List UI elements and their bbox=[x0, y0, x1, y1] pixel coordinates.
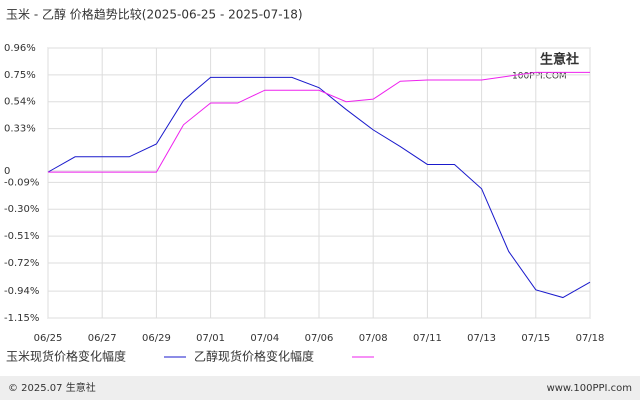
x-tick-label: 07/08 bbox=[359, 333, 388, 344]
footer-left: © 2025.07 生意社 bbox=[8, 381, 96, 394]
x-tick-label: 07/11 bbox=[413, 333, 442, 344]
series-line bbox=[47, 76, 591, 299]
x-tick-label: 06/25 bbox=[34, 333, 63, 344]
x-tick-label: 06/29 bbox=[142, 333, 171, 344]
legend-label: 玉米现货价格变化幅度 bbox=[6, 349, 126, 364]
y-tick-label: -0.30% bbox=[4, 204, 39, 215]
y-tick-label: -0.94% bbox=[4, 286, 39, 297]
y-tick-label: -0.72% bbox=[4, 258, 39, 269]
y-tick-label: 0.33% bbox=[4, 124, 36, 135]
x-tick-label: 07/01 bbox=[196, 333, 225, 344]
x-tick-label: 07/06 bbox=[305, 333, 334, 344]
x-tick-label: 07/04 bbox=[250, 333, 279, 344]
series-line bbox=[48, 71, 590, 173]
x-tick-label: 06/27 bbox=[88, 333, 117, 344]
x-tick-label: 07/15 bbox=[521, 333, 550, 344]
x-tick-label: 07/18 bbox=[576, 333, 605, 344]
y-tick-label: -1.15% bbox=[4, 313, 39, 324]
y-tick-label: -0.09% bbox=[4, 177, 39, 188]
watermark: 生意社 bbox=[540, 52, 579, 68]
y-tick-label: 0.96% bbox=[4, 43, 36, 54]
y-tick-label: 0.54% bbox=[4, 97, 36, 108]
watermark: 100PPI.COM bbox=[512, 72, 567, 82]
footer bbox=[0, 376, 640, 400]
y-tick-label: 0 bbox=[4, 166, 10, 177]
y-tick-label: -0.51% bbox=[4, 231, 39, 242]
footer-right: www.100PPI.com bbox=[547, 383, 632, 394]
x-tick-label: 07/13 bbox=[467, 333, 496, 344]
chart-title: 玉米 - 乙醇 价格趋势比较(2025-06-25 - 2025-07-18) bbox=[6, 7, 303, 22]
legend-label: 乙醇现货价格变化幅度 bbox=[194, 349, 314, 364]
y-tick-label: 0.75% bbox=[4, 70, 36, 81]
